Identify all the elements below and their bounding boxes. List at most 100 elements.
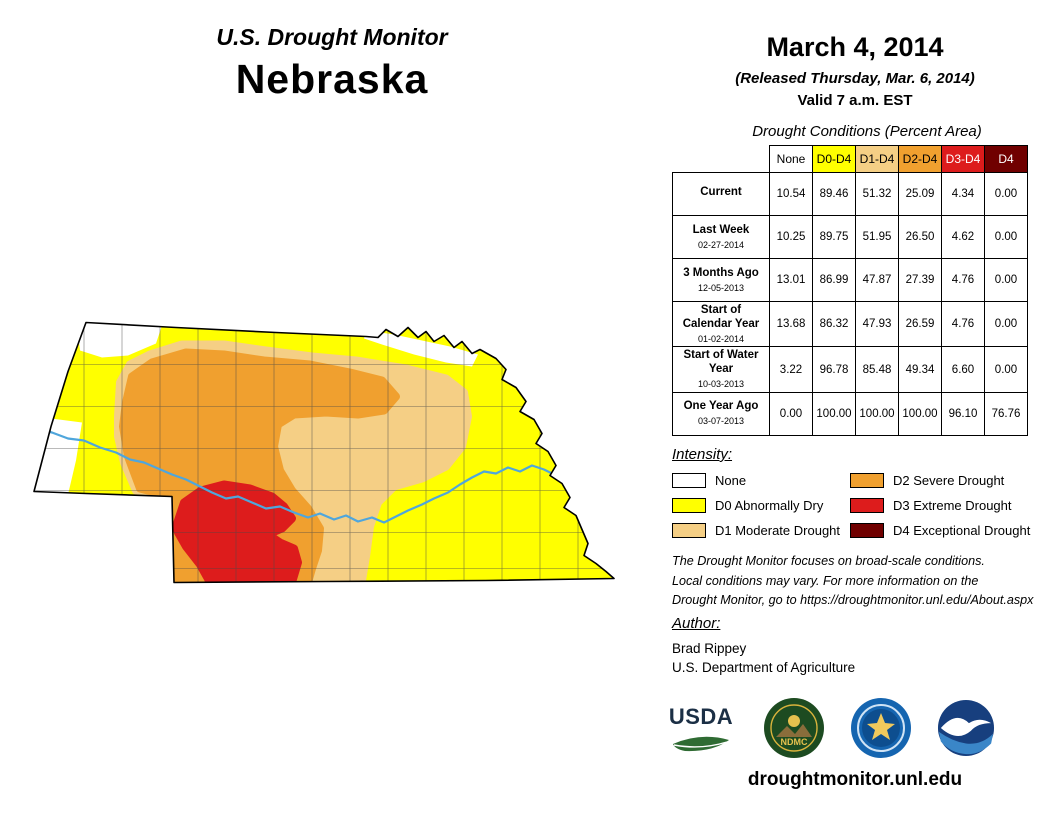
legend-title: Intensity:	[672, 446, 733, 463]
row-label-cell: Start of Water Year 10-03-2013	[672, 346, 770, 393]
col-header-d4: D4	[984, 145, 1028, 173]
ndmc-seal-icon: NDMC	[764, 698, 824, 758]
legend-item: D1 Moderate Drought	[672, 523, 850, 538]
table-cell: 51.32	[855, 172, 899, 216]
legend-item: D0 Abnormally Dry	[672, 498, 850, 513]
legend-label: D0 Abnormally Dry	[715, 498, 824, 513]
row-label: 3 Months Ago	[683, 266, 759, 279]
row-label: Start of Water Year	[683, 349, 759, 376]
author-org: U.S. Department of Agriculture	[672, 660, 856, 675]
table-row: Start of Calendar Year 01-02-2014 13.68 8…	[672, 300, 1028, 348]
table-cell: 96.10	[941, 391, 985, 436]
author-title: Author:	[672, 615, 721, 632]
usda-logo: USDA	[664, 704, 738, 753]
legend-label: D3 Extreme Drought	[893, 498, 1012, 513]
table-row: Start of Water Year 10-03-2013 3.22 96.78…	[672, 346, 1028, 393]
col-header-d0-d4: D0-D4	[812, 145, 856, 173]
row-label-cell: Current	[672, 172, 770, 216]
map-svg	[33, 321, 615, 584]
legend-label: D1 Moderate Drought	[715, 523, 841, 538]
legend-label: D2 Severe Drought	[893, 473, 1005, 488]
row-label-cell: 3 Months Ago 12-05-2013	[672, 258, 770, 302]
table-cell: 86.99	[812, 258, 856, 302]
table-cell: 96.78	[812, 346, 856, 393]
none-region-nw	[76, 322, 162, 358]
table-cell: 27.39	[898, 258, 942, 302]
table-row: 3 Months Ago 12-05-2013 13.01 86.99 47.87…	[672, 258, 1028, 302]
table-cell: 0.00	[984, 172, 1028, 216]
table-cell: 25.09	[898, 172, 942, 216]
row-label-cell: Start of Calendar Year 01-02-2014	[672, 300, 770, 348]
table-cell: 10.25	[769, 215, 813, 259]
author-block: Author: Brad Rippey U.S. Department of A…	[672, 615, 855, 675]
legend-column-2: D2 Severe Drought D3 Extreme Drought D4 …	[850, 473, 1030, 538]
row-label: Current	[700, 186, 742, 199]
table-cell: 10.54	[769, 172, 813, 216]
row-label: One Year Ago	[683, 400, 759, 413]
table-cell: 13.01	[769, 258, 813, 302]
table-cell: 49.34	[898, 346, 942, 393]
legend-column-1: None D0 Abnormally Dry D1 Moderate Droug…	[672, 473, 850, 538]
table-cell: 6.60	[941, 346, 985, 393]
table-cell: 47.87	[855, 258, 899, 302]
table-cell: 4.76	[941, 258, 985, 302]
row-date: 03-07-2013	[697, 416, 745, 427]
agency-logos: USDA NDMC	[664, 697, 995, 759]
table-cell: 26.59	[898, 300, 942, 348]
legend-item: D4 Exceptional Drought	[850, 523, 1030, 538]
commerce-logo	[850, 697, 912, 759]
ndmc-wordmark: NDMC	[781, 737, 808, 747]
table-cell: 76.76	[984, 391, 1028, 436]
table-cell: 0.00	[984, 346, 1028, 393]
table-corner	[673, 146, 770, 173]
legend-item: D3 Extreme Drought	[850, 498, 1030, 513]
noaa-logo	[937, 699, 995, 757]
row-date: 10-03-2013	[697, 378, 745, 389]
disclaimer: The Drought Monitor focuses on broad-sca…	[672, 552, 1033, 611]
table-header-row: None D0-D4 D1-D4 D2-D4 D3-D4 D4	[673, 145, 1028, 173]
table-cell: 89.46	[812, 172, 856, 216]
disclaimer-line: The Drought Monitor focuses on broad-sca…	[672, 554, 985, 568]
nebraska-drought-map	[26, 314, 626, 599]
legend-label: None	[715, 473, 747, 488]
table-cell: 0.00	[984, 300, 1028, 348]
legend-swatch-d0	[672, 498, 706, 513]
disclaimer-line: Local conditions may vary. For more info…	[672, 573, 979, 588]
table-cell: 100.00	[812, 391, 856, 436]
table-row: Last Week 02-27-2014 10.25 89.75 51.95 26…	[672, 215, 1028, 259]
title-block: U.S. Drought Monitor Nebraska	[120, 24, 544, 103]
table-cell: 89.75	[812, 215, 856, 259]
table-cell: 0.00	[984, 258, 1028, 302]
legend-swatch-d1	[672, 523, 706, 538]
table-cell: 100.00	[855, 391, 899, 436]
report-date: March 4, 2014	[766, 32, 944, 62]
row-date: 12-05-2013	[697, 282, 745, 293]
table-cell: 4.34	[941, 172, 985, 216]
legend-item: D2 Severe Drought	[850, 473, 1030, 488]
table-cell: 13.68	[769, 300, 813, 348]
commerce-seal-icon	[851, 698, 911, 758]
date-block: March 4, 2014 (Released Thursday, Mar. 6…	[690, 32, 1020, 109]
col-header-d2-d4: D2-D4	[898, 145, 942, 173]
footer-url: droughtmonitor.unl.edu	[747, 769, 963, 790]
state-outline	[33, 321, 615, 584]
table-cell: 0.00	[769, 391, 813, 436]
table-cell: 26.50	[898, 215, 942, 259]
noaa-seal-icon	[937, 699, 995, 757]
table-cell: 47.93	[855, 300, 899, 348]
table-cell: 51.95	[855, 215, 899, 259]
author-name: Brad Rippey	[672, 641, 747, 656]
col-header-d1-d4: D1-D4	[855, 145, 899, 173]
drought-conditions-table: None D0-D4 D1-D4 D2-D4 D3-D4 D4 Current …	[672, 145, 1028, 436]
released-date: (Released Thursday, Mar. 6, 2014)	[735, 70, 975, 87]
col-header-d3-d4: D3-D4	[941, 145, 985, 173]
legend-swatch-d4	[850, 523, 884, 538]
report-title: U.S. Drought Monitor	[216, 24, 448, 50]
legend-swatch-none	[672, 473, 706, 488]
disclaimer-line: Drought Monitor, go to https://droughtmo…	[672, 593, 1034, 608]
row-label: Start of Calendar Year	[682, 304, 760, 330]
table-row: Current 10.54 89.46 51.32 25.09 4.34 0.0…	[672, 172, 1028, 216]
col-header-none: None	[769, 145, 813, 173]
legend-swatch-d3	[850, 498, 884, 513]
